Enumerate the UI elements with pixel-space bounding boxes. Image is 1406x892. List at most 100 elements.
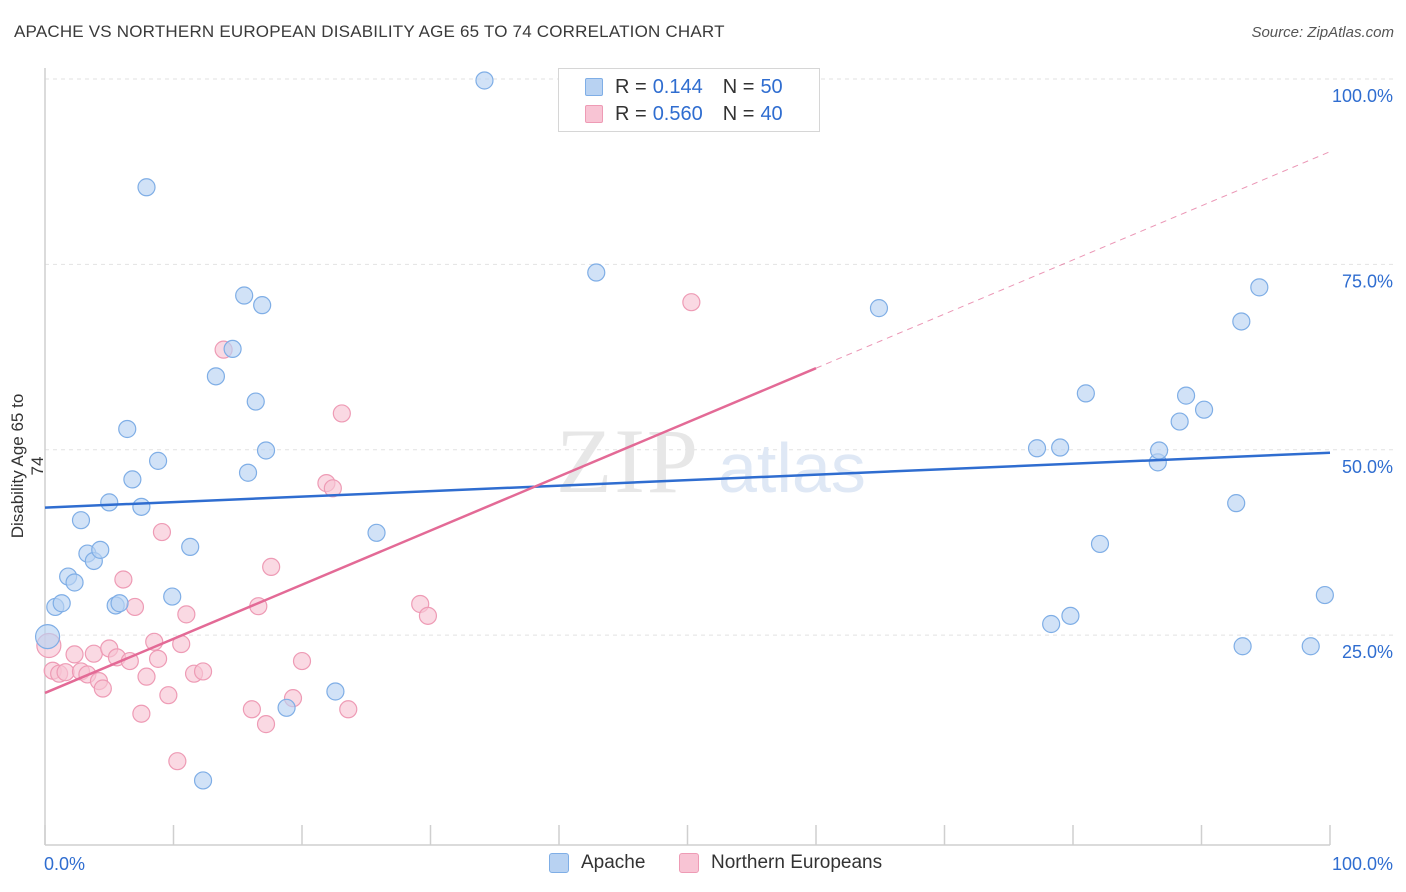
legend-row-northern-europeans: R = 0.560 N = 40 [585,102,783,126]
apache-point [71,511,91,530]
apache-point [137,178,156,197]
apache-point [118,419,137,439]
apache-point [1170,412,1189,431]
x-tick-label-min: 0.0% [44,854,85,874]
northern-europeans-point [152,522,172,542]
apache-point [1233,637,1252,656]
apache-point [238,463,258,482]
northern-europeans-swatch [585,105,603,123]
apache-point [110,594,129,613]
apache-swatch [549,853,569,873]
apache-point [181,537,200,556]
northern-europeans-point [132,704,151,723]
chart-title: APACHE VS NORTHERN EUROPEAN DISABILITY A… [14,22,725,41]
apache-point [1227,494,1246,513]
r-value: 0.560 [652,102,703,125]
apache-point [246,392,265,411]
legend-item-northern-europeans[interactable]: Northern Europeans [679,852,882,874]
apache-point [206,367,226,386]
northern-europeans-point [84,644,103,663]
apache-point [1076,384,1095,403]
apache-point [1194,400,1214,419]
r-label: R = [615,75,647,98]
apache-point [475,71,494,90]
apache-point [1090,534,1110,554]
apache-swatch [585,78,603,96]
northern-europeans-point [159,686,178,705]
apache-point [256,441,276,460]
apache-point [223,339,242,359]
n-value: 50 [760,75,783,98]
northern-europeans-point [292,651,312,671]
watermark-atlas: atlas [718,429,866,507]
northern-europeans-point [114,570,133,589]
northern-europeans-point [148,649,168,668]
r-value: 0.144 [652,75,703,98]
apache-point [869,299,889,318]
trend-layer [44,151,1331,695]
legend-label-apache: Apache [581,852,646,873]
apache-point [1250,278,1269,297]
x-tick-label-max: 100.0% [1332,854,1393,874]
tick-labels: 25.0% 50.0% 75.0% 100.0% 0.0% 100.0% [44,86,1393,874]
northern-europeans-point [339,700,358,719]
source-credit: Source: ZipAtlas.com [1251,24,1394,41]
apache-point [1301,637,1320,656]
legend-label-northern-europeans: Northern Europeans [711,852,883,873]
apache-point [163,587,182,606]
apache-point [253,296,272,315]
grid-layer [45,78,1395,636]
northern-europeans-trend-line [44,367,817,695]
apache-point [1232,312,1251,331]
northern-europeans-swatch [679,853,699,873]
northern-europeans-point [256,715,276,734]
northern-europeans-point [177,605,196,624]
r-label: R = [615,102,647,125]
northern-europeans-trend-extension [815,151,1331,369]
northern-europeans-point [137,667,156,686]
y-tick-label: 50.0% [1342,457,1393,477]
apache-point [1027,439,1047,458]
apache-point [326,682,345,701]
axes-layer [44,68,1331,846]
n-label: N = [722,75,755,98]
apache-point [587,263,606,282]
apache-point [277,698,296,717]
apache-point [1176,386,1196,405]
apache-point [1051,438,1070,457]
n-value: 40 [760,102,783,125]
apache-point [148,451,168,470]
legend-row-apache: R = 0.144 N = 50 [585,75,783,99]
northern-europeans-point [93,679,112,698]
apache-point [91,540,110,559]
apache-point [34,624,61,650]
apache-point [235,286,254,305]
northern-europeans-point [323,479,342,498]
apache-point [65,573,84,592]
northern-europeans-point [682,293,701,312]
legend-item-apache[interactable]: Apache [549,852,645,874]
northern-europeans-point [332,404,351,423]
series-legend: Apache Northern Europeans [0,852,1406,878]
apache-point [1042,614,1061,634]
watermark: ZIP atlas [556,410,866,512]
n-label: N = [722,102,755,125]
apache-point [1315,585,1334,605]
apache-point [123,470,142,489]
points-layer [34,71,1334,790]
apache-point [1149,441,1169,460]
northern-europeans-point [418,606,438,625]
apache-point [52,594,71,613]
apache-trend-line [44,451,1331,509]
northern-europeans-point [125,597,145,617]
northern-europeans-point [262,557,281,577]
correlation-legend: R = 0.144 N = 50 R = 0.560 N = 40 [558,68,820,132]
y-tick-label: 75.0% [1342,271,1393,291]
apache-point [193,771,213,790]
northern-europeans-point [168,752,187,771]
northern-europeans-point [65,645,84,664]
apache-point [100,493,119,512]
y-tick-label: 25.0% [1342,642,1393,662]
apache-point [1061,606,1080,625]
